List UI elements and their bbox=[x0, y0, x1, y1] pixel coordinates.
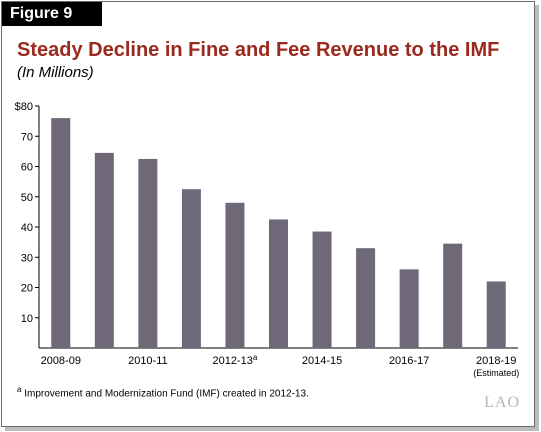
footnote-marker: a bbox=[17, 385, 22, 394]
bar-chart: 10 20 30 40 50 60 70 $80 2008-09 2010-11 2012-13a 2… bbox=[15, 101, 520, 378]
bar-2017-18 bbox=[443, 243, 463, 348]
bar-2008-09 bbox=[51, 118, 71, 348]
x-tick-label: 2012-13a bbox=[213, 353, 258, 367]
y-tick-label: 50 bbox=[21, 192, 33, 204]
chart-subtitle: (In Millions) bbox=[17, 64, 94, 81]
bar-2014-15 bbox=[312, 231, 332, 348]
x-tick-sublabel: (Estimated) bbox=[473, 368, 519, 378]
y-tick-label: 70 bbox=[21, 131, 33, 143]
y-tick-label: 40 bbox=[21, 222, 33, 234]
figure-label: Figure 9 bbox=[2, 2, 102, 26]
x-tick-label: 2016-17 bbox=[389, 355, 429, 367]
figure-frame: Figure 9 Steady Decline in Fine and Fee … bbox=[1, 1, 535, 427]
y-tick-label: $80 bbox=[15, 101, 33, 113]
footnote: a Improvement and Modernization Fund (IM… bbox=[17, 385, 309, 399]
bar-2015-16 bbox=[356, 248, 376, 348]
bar-2010-11 bbox=[138, 158, 158, 348]
y-tick-label: 20 bbox=[21, 283, 33, 295]
x-tick-label: 2008-09 bbox=[41, 355, 81, 367]
bar-2018-19 bbox=[486, 281, 506, 348]
bar-2013-14 bbox=[269, 219, 288, 348]
bar-2009-10 bbox=[94, 152, 114, 348]
x-tick-label: 2010-11 bbox=[128, 355, 168, 367]
lao-logo: LAO bbox=[484, 394, 520, 411]
chart-title: Steady Decline in Fine and Fee Revenue t… bbox=[17, 39, 500, 61]
bar-2012-13 bbox=[225, 202, 245, 348]
bar-2011-12 bbox=[181, 189, 201, 348]
x-tick-label: 2014-15 bbox=[302, 355, 342, 367]
y-tick-label: 60 bbox=[21, 162, 33, 174]
y-tick-label: 10 bbox=[21, 313, 33, 325]
x-tick-label: 2018-19 bbox=[476, 355, 516, 367]
x-tick-superscript: a bbox=[253, 353, 258, 362]
y-tick-label: 30 bbox=[21, 252, 33, 264]
bar-2016-17 bbox=[399, 269, 419, 348]
footnote-text: Improvement and Modernization Fund (IMF)… bbox=[21, 388, 309, 400]
